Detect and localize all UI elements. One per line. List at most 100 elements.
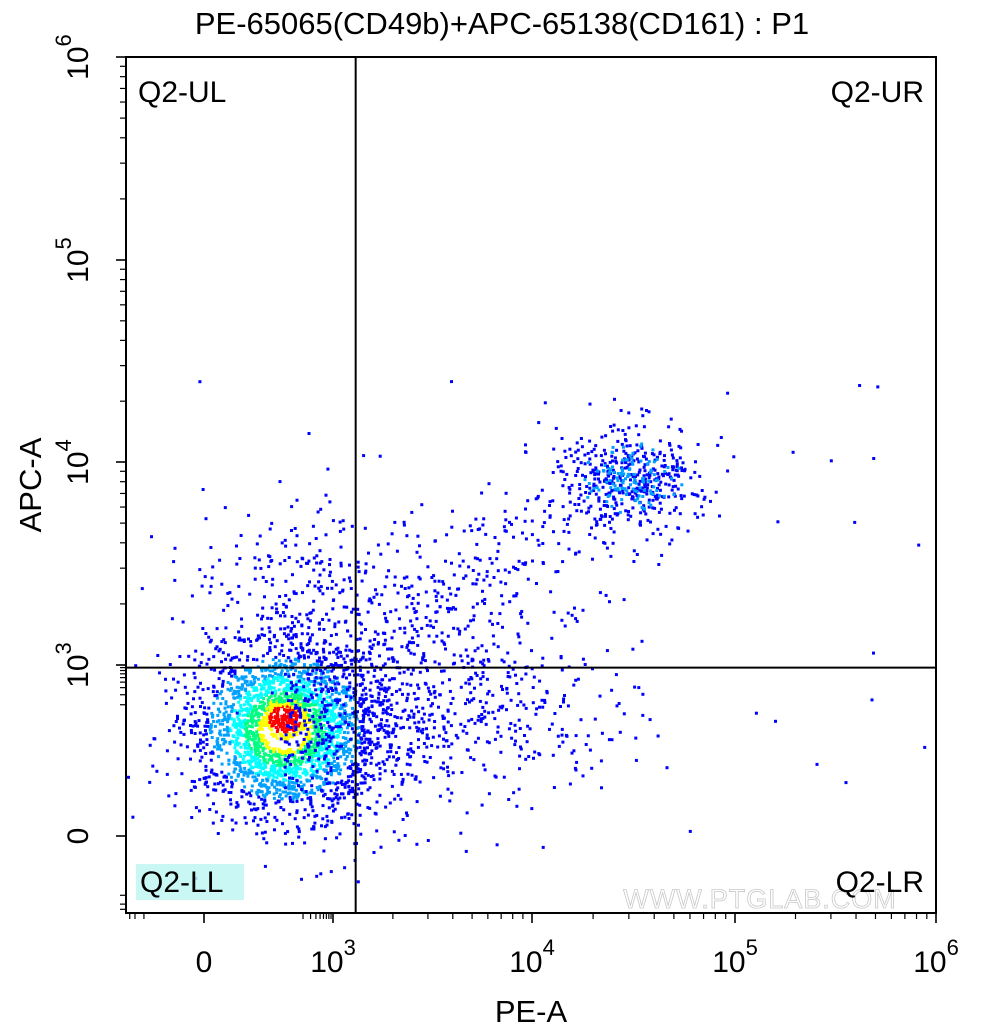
data-point xyxy=(327,758,331,762)
data-point xyxy=(613,487,617,491)
data-point xyxy=(386,750,390,754)
data-point xyxy=(327,675,331,679)
data-point xyxy=(257,745,261,749)
data-point xyxy=(288,765,292,769)
data-point xyxy=(296,675,300,679)
data-point xyxy=(367,551,370,555)
data-point xyxy=(352,691,356,695)
data-point xyxy=(501,625,504,629)
data-point xyxy=(265,773,269,776)
data-point xyxy=(292,785,296,789)
data-point xyxy=(393,575,397,579)
data-point xyxy=(649,480,653,484)
data-point xyxy=(295,770,299,774)
data-point xyxy=(213,745,216,749)
data-point xyxy=(630,490,634,494)
data-point xyxy=(641,495,645,498)
data-point xyxy=(257,719,261,723)
data-point xyxy=(567,530,571,534)
data-point xyxy=(330,709,334,713)
data-point xyxy=(300,798,304,802)
data-point xyxy=(311,669,315,673)
data-point xyxy=(387,724,391,728)
data-point xyxy=(675,462,679,466)
data-point xyxy=(278,664,282,668)
data-point xyxy=(645,492,649,496)
data-point xyxy=(563,624,567,628)
data-point xyxy=(252,657,255,661)
data-point xyxy=(302,685,306,689)
data-point xyxy=(630,456,634,460)
data-point xyxy=(351,658,354,662)
data-point xyxy=(292,591,296,595)
data-point xyxy=(370,695,374,698)
data-point xyxy=(245,679,249,683)
data-point xyxy=(295,759,299,763)
data-point xyxy=(297,697,301,701)
data-point xyxy=(287,783,291,786)
data-point xyxy=(628,444,632,448)
data-point xyxy=(312,742,316,746)
data-point xyxy=(430,712,434,716)
data-point xyxy=(709,499,712,503)
data-point xyxy=(193,720,197,724)
data-point xyxy=(196,744,200,748)
data-point xyxy=(481,662,485,666)
data-point xyxy=(317,757,321,761)
data-point xyxy=(524,757,528,761)
data-point xyxy=(280,749,284,753)
data-point xyxy=(289,748,293,751)
data-point xyxy=(561,560,565,564)
data-point xyxy=(327,718,330,722)
data-point xyxy=(216,737,220,741)
data-point xyxy=(321,817,325,821)
data-point xyxy=(409,651,413,655)
data-point xyxy=(318,549,322,553)
data-point xyxy=(645,489,649,493)
data-point xyxy=(332,650,336,654)
data-point xyxy=(673,494,677,498)
data-point xyxy=(261,779,264,782)
data-point xyxy=(441,580,445,584)
data-point xyxy=(347,723,350,727)
data-point xyxy=(286,716,290,720)
data-point xyxy=(595,523,599,526)
data-point xyxy=(215,694,219,698)
data-point xyxy=(507,727,511,731)
data-point xyxy=(199,738,202,742)
data-point xyxy=(442,582,446,586)
data-point xyxy=(342,722,346,726)
data-point xyxy=(417,727,421,731)
data-point xyxy=(482,578,486,582)
data-point xyxy=(383,695,387,698)
data-point xyxy=(636,473,640,477)
data-point xyxy=(294,788,298,792)
data-point xyxy=(321,738,325,742)
data-point xyxy=(358,770,362,773)
data-point xyxy=(238,761,242,765)
data-point xyxy=(375,592,379,596)
data-point xyxy=(238,722,242,726)
data-point xyxy=(372,565,376,569)
data-point xyxy=(372,743,376,747)
data-point xyxy=(308,580,311,584)
data-point xyxy=(221,719,225,722)
data-point xyxy=(409,683,413,687)
data-point xyxy=(225,779,229,783)
data-point xyxy=(297,827,301,831)
data-point xyxy=(447,744,451,748)
data-point xyxy=(613,512,617,516)
data-point xyxy=(337,764,341,768)
data-point xyxy=(314,708,318,712)
data-point xyxy=(610,688,614,692)
data-point xyxy=(658,439,662,443)
data-point xyxy=(446,709,450,713)
data-point xyxy=(273,633,276,637)
data-point xyxy=(406,717,410,721)
data-point xyxy=(611,459,614,463)
data-point xyxy=(624,509,628,513)
data-point xyxy=(291,706,294,710)
data-point xyxy=(491,693,495,697)
data-point xyxy=(252,696,256,700)
data-point xyxy=(616,439,620,443)
